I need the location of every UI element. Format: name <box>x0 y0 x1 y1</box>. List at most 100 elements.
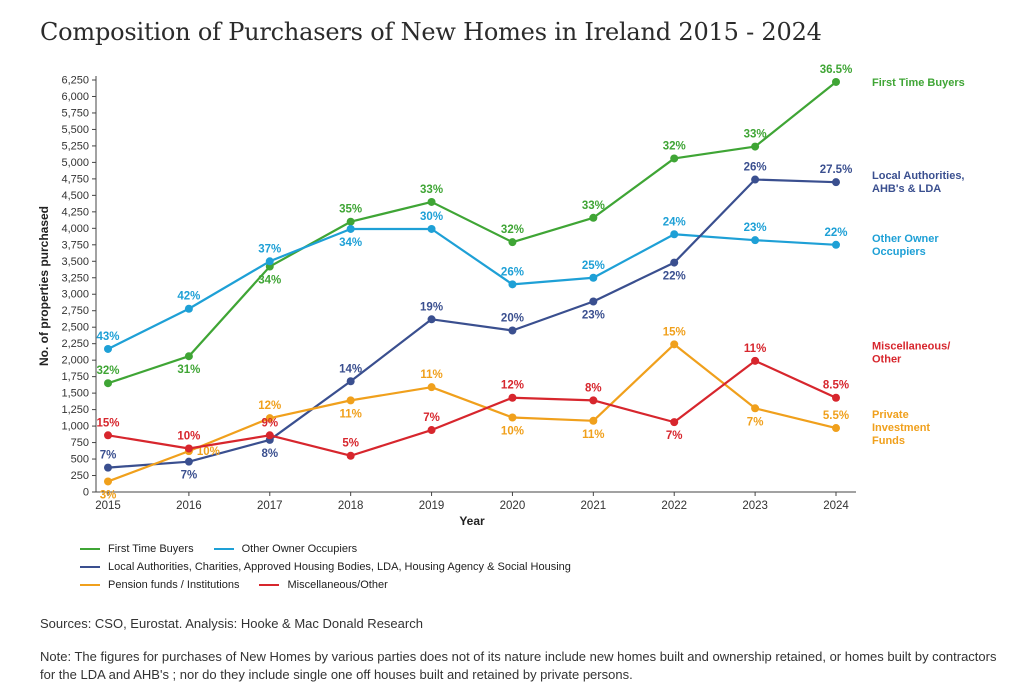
data-label-pf: 3% <box>100 489 117 501</box>
data-label-misc: 8.5% <box>823 380 849 392</box>
data-point-misc <box>670 418 679 427</box>
data-label-ftb: 34% <box>258 275 281 287</box>
line-chart: 0 250 500 750 1,000 1,250 1,500 1,750 2,000 2,250… <box>37 64 965 528</box>
legend-item: Pension funds / Institutions <box>80 579 239 591</box>
data-label-misc: 12% <box>501 380 524 392</box>
data-point-la <box>589 297 598 306</box>
data-point-misc <box>751 356 760 365</box>
data-label-ooo: 30% <box>420 211 443 223</box>
series-line-la <box>107 178 837 469</box>
data-label-misc: 7% <box>666 430 683 442</box>
data-point-ftb <box>104 379 112 388</box>
x-tick-label: 2021 <box>581 500 607 512</box>
y-tick-label: 6,250 <box>61 75 89 87</box>
legend-row: First Time Buyers Other Owner Occupiers <box>80 540 591 558</box>
data-point-misc <box>589 396 598 405</box>
end-label-ooo: Occupiers <box>872 246 926 258</box>
end-label-misc: Miscellaneous/ <box>872 341 950 353</box>
data-label-pf: 10% <box>197 446 220 458</box>
data-label-la: 14% <box>339 363 362 375</box>
legend-swatch <box>80 548 100 550</box>
data-point-ftb <box>832 77 840 86</box>
data-point-la <box>508 326 517 335</box>
data-point-misc <box>427 426 436 435</box>
end-label-misc: Other <box>872 354 902 366</box>
y-tick-label: 250 <box>71 470 89 482</box>
data-point-la <box>751 175 760 184</box>
data-label-ooo: 23% <box>744 222 767 234</box>
data-label-la: 26% <box>744 162 767 174</box>
data-label-ftb: 31% <box>177 364 200 376</box>
data-label-ooo: 37% <box>258 243 281 255</box>
legend-row: Pension funds / Institutions Miscellaneou… <box>80 576 591 594</box>
data-label-ooo: 24% <box>663 216 686 228</box>
data-label-misc: 9% <box>261 417 278 429</box>
y-tick-label: 1,250 <box>61 404 89 416</box>
data-point-ooo <box>751 236 760 245</box>
data-point-la <box>104 463 112 472</box>
data-point-ooo <box>670 230 679 239</box>
data-label-ftb: 32% <box>663 140 686 152</box>
y-tick-label: 3,750 <box>61 239 89 251</box>
data-label-misc: 10% <box>177 430 200 442</box>
legend-label: First Time Buyers <box>108 543 194 555</box>
data-point-ooo <box>346 224 355 233</box>
data-label-la: 8% <box>261 448 278 460</box>
x-tick-label: 2019 <box>419 500 445 512</box>
data-point-ftb <box>508 238 517 247</box>
y-tick-label: 3,500 <box>61 256 89 268</box>
sources-text: Sources: CSO, Eurostat. Analysis: Hooke … <box>40 616 423 631</box>
y-axis-label: No. of properties purchased <box>37 206 51 366</box>
legend-item: First Time Buyers <box>80 543 194 555</box>
data-point-ftb <box>751 142 760 151</box>
data-point-misc <box>265 431 274 440</box>
data-label-pf: 11% <box>420 369 442 381</box>
y-tick-label: 4,000 <box>61 223 89 235</box>
data-point-la <box>346 377 355 386</box>
data-point-misc <box>104 431 112 440</box>
data-point-ftb <box>589 213 598 222</box>
data-label-ooo: 25% <box>582 260 605 272</box>
data-point-pf <box>346 396 355 405</box>
x-tick-label: 2018 <box>338 500 364 512</box>
legend-label: Miscellaneous/Other <box>287 579 388 591</box>
data-point-misc <box>184 444 193 453</box>
x-tick-label: 2016 <box>176 500 202 512</box>
data-label-ooo: 43% <box>96 331 119 343</box>
data-point-ooo <box>508 280 517 289</box>
data-point-ooo <box>427 224 436 233</box>
data-label-pf: 10% <box>501 426 524 438</box>
data-point-ooo <box>184 304 193 313</box>
y-tick-label: 1,000 <box>61 421 89 433</box>
y-tick-label: 2,500 <box>61 322 89 334</box>
end-label-ftb: First Time Buyers <box>872 77 965 89</box>
data-label-ooo: 22% <box>824 227 847 239</box>
y-tick-label: 6,000 <box>61 91 89 103</box>
chart-title: Composition of Purchasers of New Homes i… <box>40 18 822 46</box>
y-tick-label: 5,000 <box>61 157 89 169</box>
data-label-la: 7% <box>181 470 198 482</box>
data-label-ftb: 33% <box>420 184 443 196</box>
data-point-pf <box>751 404 760 413</box>
end-label-pf: Investment <box>872 422 930 434</box>
y-tick-label: 3,250 <box>61 272 89 284</box>
data-label-ooo: 42% <box>177 291 200 303</box>
data-label-pf: 15% <box>663 326 686 338</box>
y-tick-label: 2,250 <box>61 338 89 350</box>
y-tick-label: 4,500 <box>61 190 89 202</box>
legend-label: Other Owner Occupiers <box>241 543 358 555</box>
data-label-ooo: 34% <box>339 237 362 249</box>
data-point-pf <box>265 414 274 423</box>
legend-swatch <box>213 548 234 550</box>
data-point-misc <box>508 393 517 402</box>
data-point-la <box>670 258 679 267</box>
data-label-misc: 11% <box>744 343 766 355</box>
data-label-pf: 7% <box>747 416 764 428</box>
data-label-misc: 8% <box>585 382 602 394</box>
y-tick-label: 1,500 <box>61 388 89 400</box>
legend-swatch <box>80 584 100 586</box>
legend-item: Local Authorities, Charities, Approved H… <box>80 561 571 573</box>
data-point-ftb <box>670 154 679 163</box>
data-point-ooo <box>589 273 598 282</box>
data-point-ftb <box>346 217 355 226</box>
